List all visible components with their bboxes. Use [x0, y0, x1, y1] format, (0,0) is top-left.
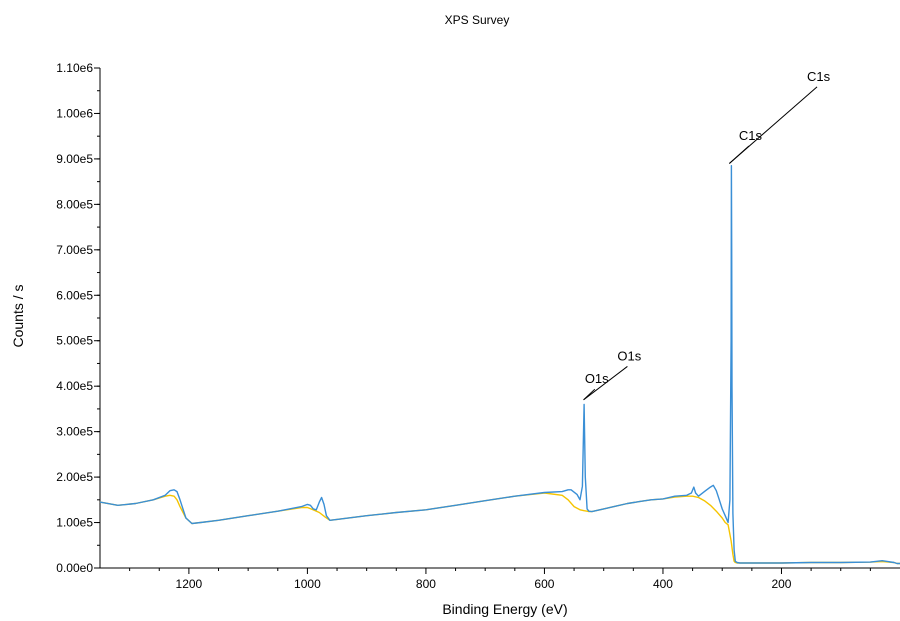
x-tick-label: 1200 — [176, 577, 203, 591]
peak-leader-line — [583, 366, 628, 401]
series-line-0 — [99, 165, 900, 565]
peak-leader-line — [729, 86, 818, 164]
peak-label: C1s — [739, 128, 763, 143]
peak-label: O1s — [617, 348, 641, 363]
annotation-layer: O1s O1s C1s C1s — [583, 69, 831, 401]
x-tick-label: 1000 — [294, 577, 321, 591]
y-tick-label: 8.00e5 — [56, 197, 93, 211]
peak-label: O1s — [585, 371, 609, 386]
x-axis-label: Binding Energy (eV) — [442, 601, 567, 617]
x-tick-label: 400 — [653, 577, 673, 591]
y-axis-label: Counts / s — [10, 284, 26, 347]
y-tick-label: 1.10e6 — [56, 61, 93, 75]
y-tick-label: 5.00e5 — [56, 334, 93, 348]
series-layer — [99, 165, 900, 565]
y-tick-label: 1.00e5 — [56, 516, 93, 530]
x-tick-label: 200 — [771, 577, 791, 591]
chart-title: XPS Survey — [445, 13, 510, 27]
x-tick-label: 600 — [534, 577, 554, 591]
x-tick-label: 800 — [416, 577, 436, 591]
y-tick-label: 6.00e5 — [56, 288, 93, 302]
peak-label: C1s — [807, 69, 831, 84]
y-tick-label: 2.00e5 — [56, 470, 93, 484]
y-axis: 0.00e0 1.00e5 2.00e5 3.00e5 4.00e5 5.00e5 6.00… — [56, 61, 101, 575]
y-tick-label: 1.00e6 — [56, 106, 93, 120]
y-tick-label: 0.00e0 — [56, 561, 93, 575]
y-tick-label: 9.00e5 — [56, 152, 93, 166]
y-tick-label: 7.00e5 — [56, 243, 93, 257]
y-tick-label: 4.00e5 — [56, 379, 93, 393]
x-axis: 1200 1000 800 600 400 200 — [100, 567, 900, 591]
y-tick-label: 3.00e5 — [56, 425, 93, 439]
series-line-1 — [99, 492, 900, 565]
